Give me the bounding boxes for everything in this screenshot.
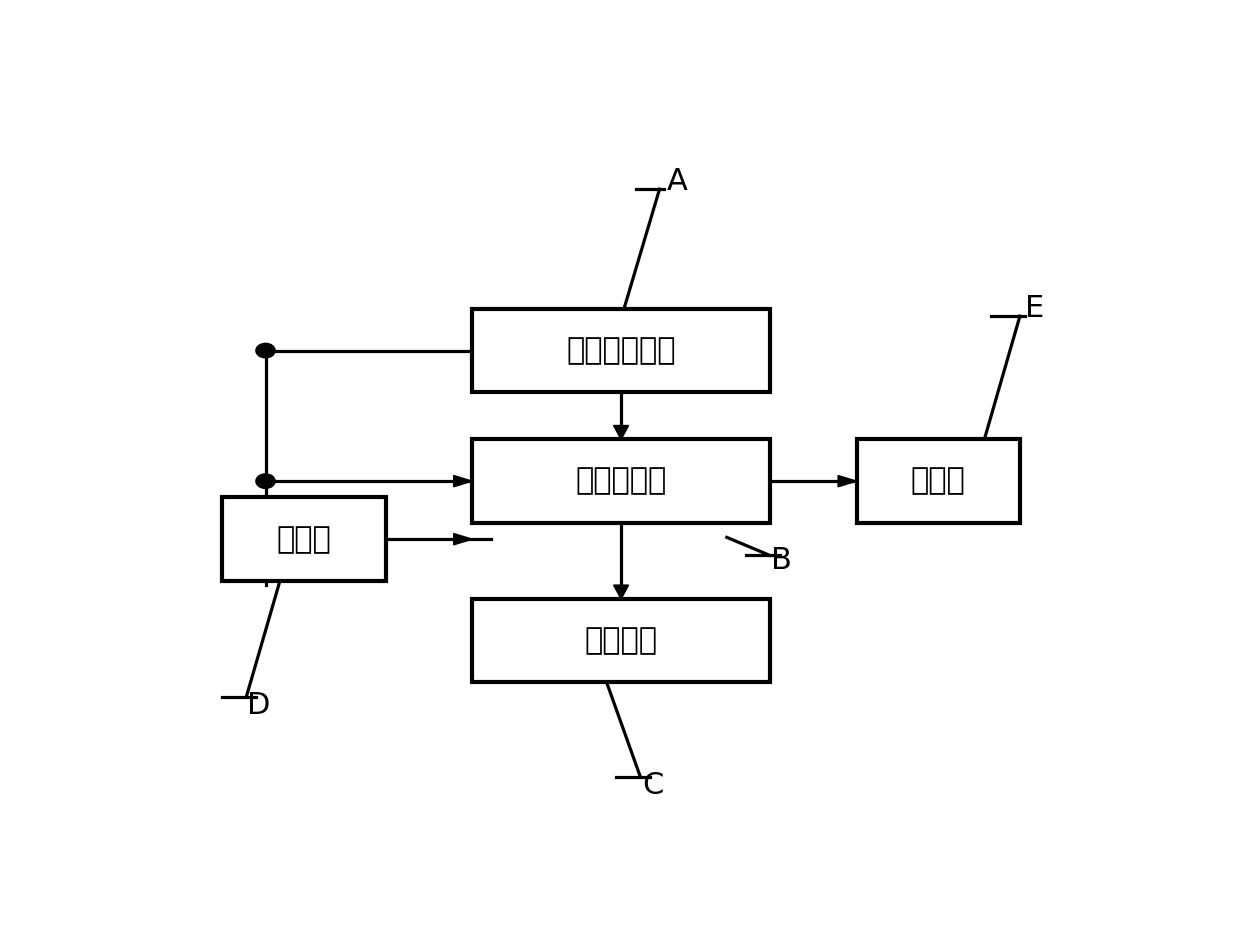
Text: B: B [771,546,792,575]
Polygon shape [614,585,629,599]
Text: 管路启闭装置: 管路启闭装置 [567,336,676,365]
Polygon shape [614,426,629,439]
Text: 输入装置: 输入装置 [584,626,657,656]
Bar [472,309,770,392]
Text: 流量传感器: 流量传感器 [575,466,667,495]
Bar [472,439,770,523]
Text: C: C [642,771,663,800]
Text: A: A [666,168,687,197]
Polygon shape [838,476,857,487]
Bar [222,497,386,581]
Text: 显示器: 显示器 [911,466,966,495]
Bar [857,439,1019,523]
Polygon shape [454,533,472,544]
Text: E: E [1024,295,1044,323]
Circle shape [255,343,275,358]
Text: 控制器: 控制器 [277,525,331,554]
Circle shape [255,474,275,488]
Bar [472,599,770,682]
Text: D: D [247,691,270,720]
Polygon shape [454,476,472,487]
